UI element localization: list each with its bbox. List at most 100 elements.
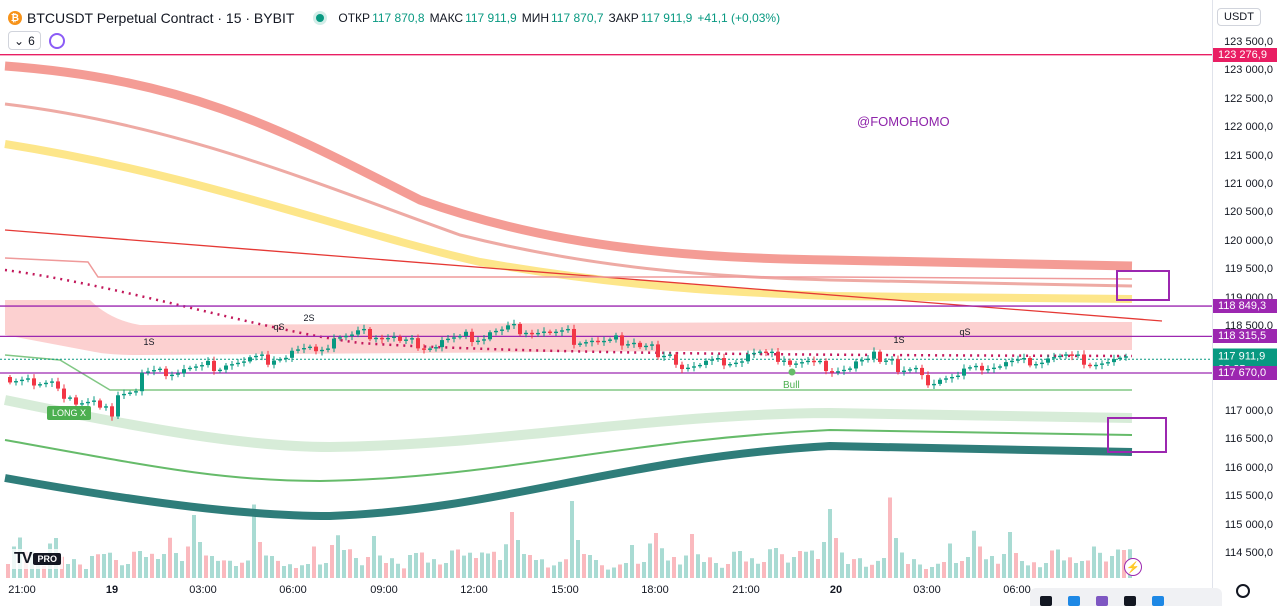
candle-body — [644, 345, 648, 348]
volume-bar — [486, 553, 490, 578]
volume-bar — [912, 559, 916, 578]
support-line-green — [4, 354, 1132, 391]
volume-bar — [918, 564, 922, 578]
candle-body — [572, 328, 576, 345]
signal-label: 1S — [893, 335, 905, 345]
price-tick-label: 121 000,0 — [1224, 177, 1273, 190]
candle-body — [554, 331, 558, 334]
price-tick-label: 120 000,0 — [1224, 234, 1273, 247]
volume-bar — [42, 566, 46, 578]
candle-body — [380, 337, 384, 340]
price-tick-label: 120 500,0 — [1224, 206, 1273, 219]
candle-body — [368, 328, 372, 340]
candle-body — [686, 367, 690, 370]
chart-area[interactable] — [0, 0, 1212, 606]
bull-marker — [788, 368, 796, 376]
candle-body — [668, 354, 672, 356]
time-tick-label: 09:00 — [370, 584, 398, 596]
volume-bar — [996, 563, 1000, 578]
candle-body — [254, 355, 258, 358]
currency-select[interactable]: USDT — [1217, 8, 1261, 26]
volume-bar — [858, 558, 862, 578]
candle-body — [650, 344, 654, 346]
volume-bar — [570, 501, 574, 578]
ema-green — [4, 428, 1133, 483]
time-axis[interactable]: 21:00 19 03:00 06:00 09:00 12:00 15:00 18:00 21:… — [0, 578, 1212, 606]
volume-bar — [450, 550, 454, 578]
price-chart[interactable] — [0, 0, 1212, 606]
price-badge: 123 276,9 — [1213, 47, 1277, 62]
volume-bar — [378, 555, 382, 578]
time-tick-label: 06:00 — [279, 584, 307, 596]
volume-bar — [330, 545, 334, 578]
volume-bar — [774, 548, 778, 578]
candle-body — [98, 400, 102, 408]
volume-bar — [702, 562, 706, 578]
indicator-row: ⌄ 6 — [8, 31, 65, 50]
volume-bar — [210, 556, 214, 578]
candle-body — [578, 343, 582, 345]
candle-body — [872, 351, 876, 359]
volume-bar — [816, 559, 820, 578]
candle-body — [854, 361, 858, 369]
candle-body — [62, 388, 66, 399]
ohlc-open-key: ОТКР — [338, 11, 371, 25]
signal-label: 2S — [303, 313, 315, 323]
volume-bar — [978, 546, 982, 578]
tray-app-icon[interactable] — [1040, 596, 1052, 606]
ohlc-change: +41,1 (+0,03%) — [697, 11, 781, 25]
volume-bar — [750, 558, 754, 578]
ohlc-low-value: 117 870,7 — [551, 11, 604, 25]
candle-body — [752, 352, 756, 355]
volume-bar — [516, 540, 520, 578]
tray-app-icon[interactable] — [1068, 596, 1080, 606]
volume-bar — [90, 556, 94, 578]
volume-bar — [624, 563, 628, 578]
price-axis[interactable]: USDT 123 500,0 123 000,0 122 500,0 122 000,… — [1212, 0, 1280, 606]
candle-body — [8, 376, 12, 383]
sync-icon[interactable] — [48, 32, 65, 49]
volume-bar — [510, 512, 514, 578]
volume-bar — [1044, 563, 1048, 578]
bull-signal-label: Bull — [783, 380, 800, 391]
candle-body — [596, 340, 600, 343]
candle-body — [980, 365, 984, 371]
candle-body — [1046, 358, 1050, 363]
candle-body — [944, 378, 948, 380]
candle-body — [344, 335, 348, 338]
settings-icon[interactable] — [1236, 584, 1250, 598]
candle-body — [74, 397, 78, 405]
tray-app-icon[interactable] — [1124, 596, 1136, 606]
candle-body — [494, 330, 498, 333]
symbol-title[interactable]: BTCUSDT Perpetual Contract · 15 · BYBIT — [27, 10, 295, 26]
volume-bar — [162, 554, 166, 578]
indicators-toggle-button[interactable]: ⌄ 6 — [8, 31, 41, 50]
candle-body — [446, 338, 450, 341]
volume-bar — [930, 567, 934, 578]
tradingview-logo[interactable]: TV PRO — [12, 549, 63, 569]
volume-bar — [402, 568, 406, 578]
ohlc-close-value: 117 911,9 — [640, 11, 693, 25]
volume-bar — [234, 566, 238, 578]
candle-body — [608, 339, 612, 341]
candle-body — [314, 346, 318, 352]
candle-body — [764, 351, 768, 354]
candle-body — [932, 383, 936, 386]
volume-bar — [846, 564, 850, 578]
tray-app-icon[interactable] — [1096, 596, 1108, 606]
candle-body — [134, 391, 138, 393]
tray-app-icon[interactable] — [1152, 596, 1164, 606]
candle-body — [776, 351, 780, 362]
time-tick-label: 03:00 — [913, 584, 941, 596]
candle-body — [836, 371, 840, 373]
volume-bar — [726, 564, 730, 578]
volume-bar — [966, 557, 970, 578]
price-tick-label: 123 500,0 — [1224, 36, 1273, 48]
bolt-icon[interactable]: ⚡ — [1124, 558, 1142, 576]
candle-body — [440, 340, 444, 348]
volume-bar — [138, 551, 142, 578]
tradingview-mark-icon: TV — [14, 550, 33, 567]
price-tick-label: 118 500,0 — [1224, 319, 1273, 332]
volume-bar — [504, 544, 508, 578]
candle-body — [206, 360, 210, 366]
